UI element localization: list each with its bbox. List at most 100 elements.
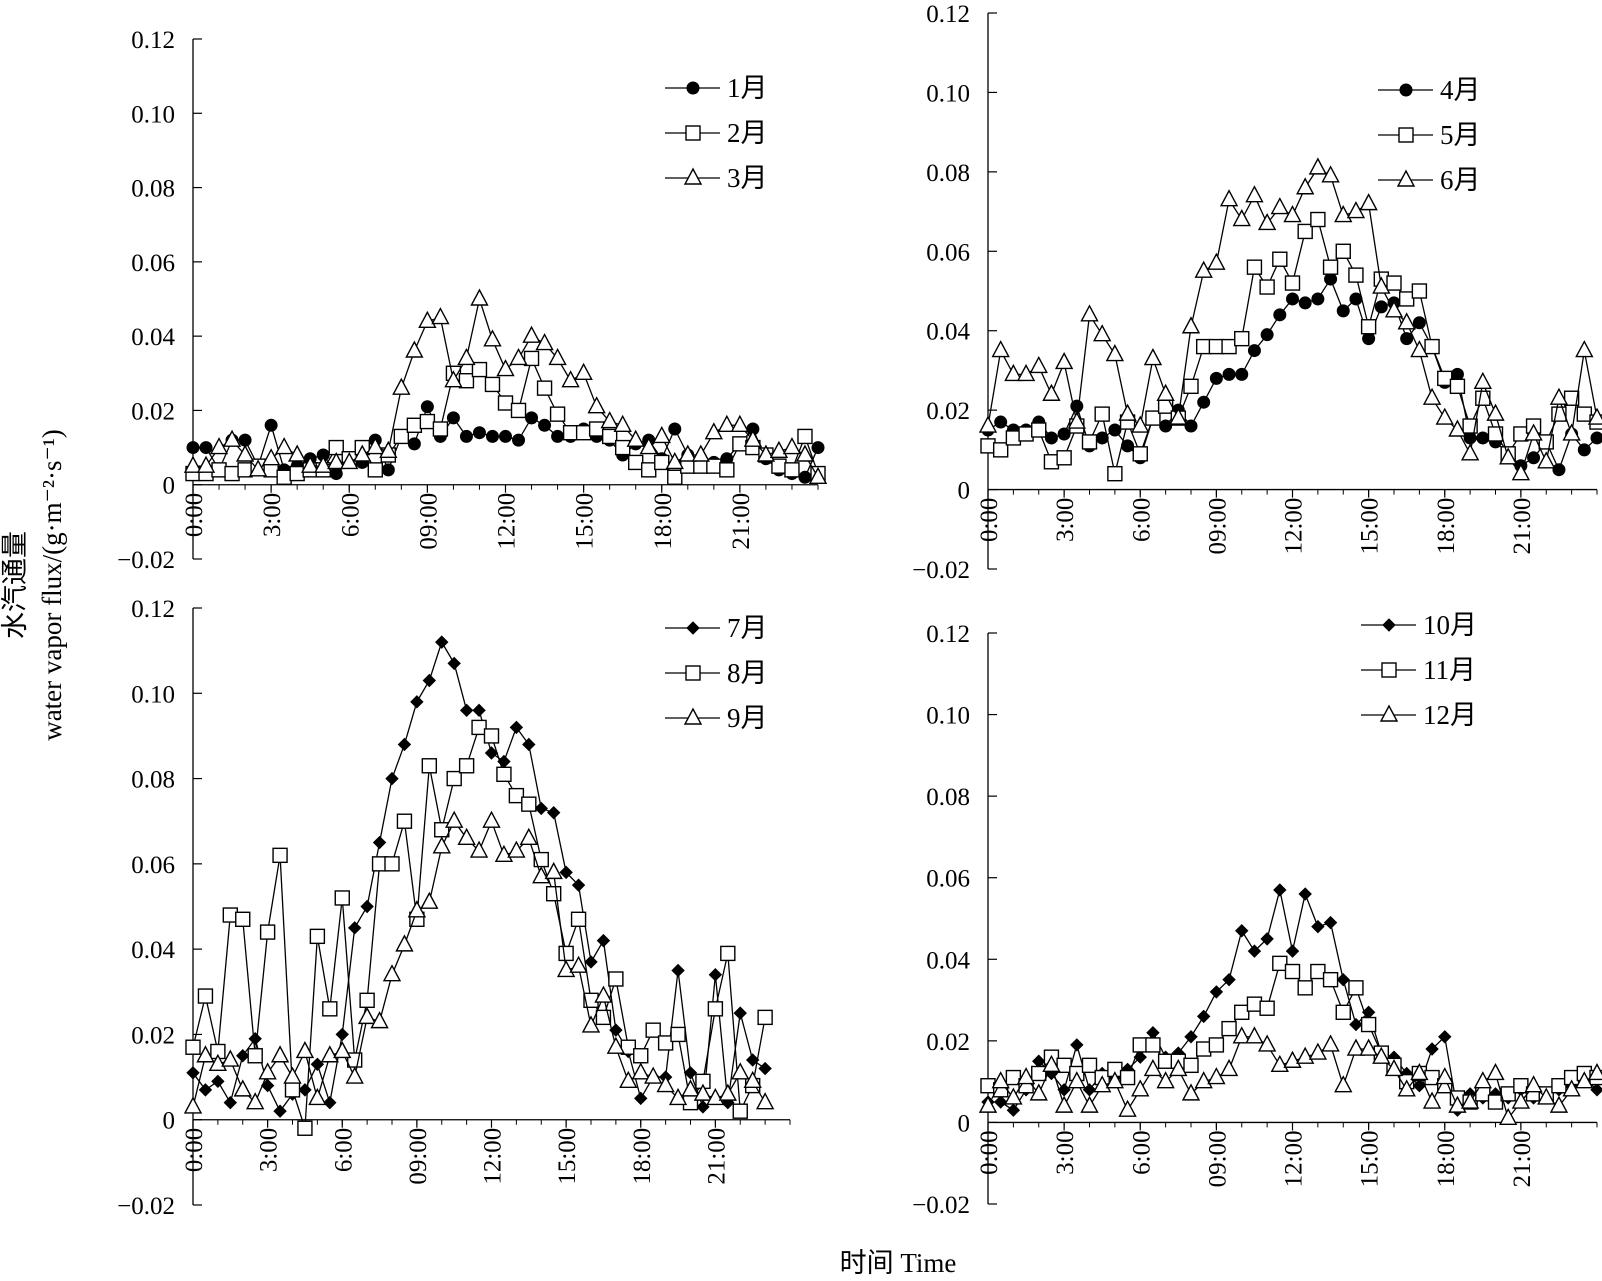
data-point bbox=[1157, 398, 1174, 414]
data-point bbox=[1422, 1091, 1442, 1109]
data-point bbox=[497, 395, 514, 411]
data-point bbox=[1259, 279, 1275, 295]
data-point bbox=[472, 703, 486, 718]
data-point bbox=[1587, 407, 1602, 425]
data-point bbox=[1400, 332, 1414, 346]
data-point bbox=[1183, 1057, 1199, 1074]
data-point bbox=[1119, 1069, 1136, 1086]
y-tick-label: 0.10 bbox=[926, 703, 970, 730]
data-point bbox=[571, 878, 586, 892]
data-point bbox=[508, 787, 525, 804]
data-point bbox=[1348, 980, 1364, 996]
legend-marker bbox=[685, 665, 701, 681]
data-point bbox=[367, 462, 383, 478]
data-point bbox=[696, 1100, 710, 1114]
data-point bbox=[470, 288, 489, 306]
data-point bbox=[335, 1027, 349, 1042]
data-point bbox=[186, 441, 200, 455]
legend-marker bbox=[685, 125, 701, 141]
data-point bbox=[1310, 963, 1326, 980]
data-point bbox=[1029, 1083, 1048, 1101]
data-point bbox=[641, 462, 657, 478]
data-point bbox=[757, 1009, 773, 1026]
data-point bbox=[372, 835, 387, 850]
series-12月 bbox=[978, 1026, 1602, 1126]
data-point bbox=[432, 836, 451, 854]
data-point bbox=[1156, 383, 1175, 401]
data-point bbox=[691, 444, 710, 462]
data-point bbox=[284, 1082, 301, 1098]
data-point bbox=[420, 891, 439, 909]
data-point bbox=[613, 414, 632, 432]
data-point bbox=[1462, 418, 1478, 434]
data-point bbox=[743, 429, 763, 447]
data-point bbox=[287, 444, 307, 462]
data-point bbox=[758, 1061, 772, 1076]
data-point bbox=[301, 455, 320, 473]
data-point bbox=[1412, 316, 1426, 330]
data-point bbox=[656, 1075, 675, 1093]
series-line bbox=[987, 218, 1598, 474]
data-point bbox=[732, 436, 748, 452]
data-point bbox=[717, 414, 737, 432]
data-point bbox=[1131, 1079, 1150, 1097]
data-point bbox=[1208, 1037, 1225, 1053]
data-point bbox=[1336, 972, 1350, 987]
legend-marker bbox=[1381, 662, 1397, 678]
legend-label: 11月 bbox=[1423, 655, 1476, 685]
data-point bbox=[366, 437, 385, 455]
data-point bbox=[1435, 1067, 1454, 1085]
x-tick-label: 3:00 bbox=[256, 1128, 283, 1172]
data-point bbox=[1321, 1034, 1340, 1052]
data-point bbox=[1181, 1083, 1201, 1101]
data-point bbox=[270, 1045, 290, 1063]
y-tick-label: 0.02 bbox=[926, 398, 970, 425]
data-point bbox=[745, 1053, 760, 1067]
x-tick-label: 12:00 bbox=[494, 493, 521, 550]
data-point bbox=[1016, 1067, 1036, 1085]
data-point bbox=[1384, 300, 1404, 318]
data-point bbox=[1499, 447, 1518, 465]
data-point bbox=[1232, 1026, 1251, 1044]
data-point bbox=[1335, 243, 1351, 259]
legend-marker bbox=[1382, 618, 1396, 632]
data-point bbox=[1386, 275, 1402, 291]
data-point bbox=[510, 402, 527, 419]
data-point bbox=[1145, 410, 1161, 426]
data-point bbox=[353, 444, 372, 462]
data-point bbox=[668, 1087, 688, 1106]
data-point bbox=[1070, 1038, 1084, 1052]
data-point bbox=[1360, 1016, 1377, 1033]
y-tick-label: 0.02 bbox=[926, 1029, 970, 1056]
data-point bbox=[732, 1103, 748, 1119]
data-point bbox=[483, 728, 500, 744]
data-point bbox=[407, 900, 427, 918]
data-point bbox=[1323, 915, 1338, 930]
data-point bbox=[1067, 411, 1086, 429]
data-point bbox=[509, 720, 524, 735]
data-point bbox=[1054, 1095, 1074, 1113]
data-point bbox=[1221, 1020, 1237, 1037]
data-point bbox=[595, 1009, 612, 1026]
data-point bbox=[1143, 348, 1163, 366]
y-tick-label: 0.12 bbox=[131, 596, 175, 623]
series-7月 bbox=[186, 635, 772, 1118]
data-point bbox=[1018, 426, 1034, 442]
data-point bbox=[652, 425, 671, 444]
data-point bbox=[549, 406, 566, 422]
x-tick-label: 12:00 bbox=[1281, 498, 1308, 555]
x-tick-label: 0:00 bbox=[181, 493, 208, 537]
data-point bbox=[522, 325, 541, 343]
x-tick-label: 09:00 bbox=[405, 1128, 432, 1185]
data-point bbox=[397, 737, 412, 752]
data-point bbox=[719, 462, 735, 478]
data-point bbox=[496, 766, 512, 783]
data-point bbox=[1067, 1071, 1086, 1089]
data-point bbox=[248, 459, 268, 477]
data-point bbox=[459, 703, 474, 718]
series-3月 bbox=[183, 288, 828, 484]
data-point bbox=[1425, 1042, 1439, 1056]
y-tick-label: 0.06 bbox=[131, 250, 175, 277]
x-tick-label: 18:00 bbox=[1433, 1130, 1460, 1187]
